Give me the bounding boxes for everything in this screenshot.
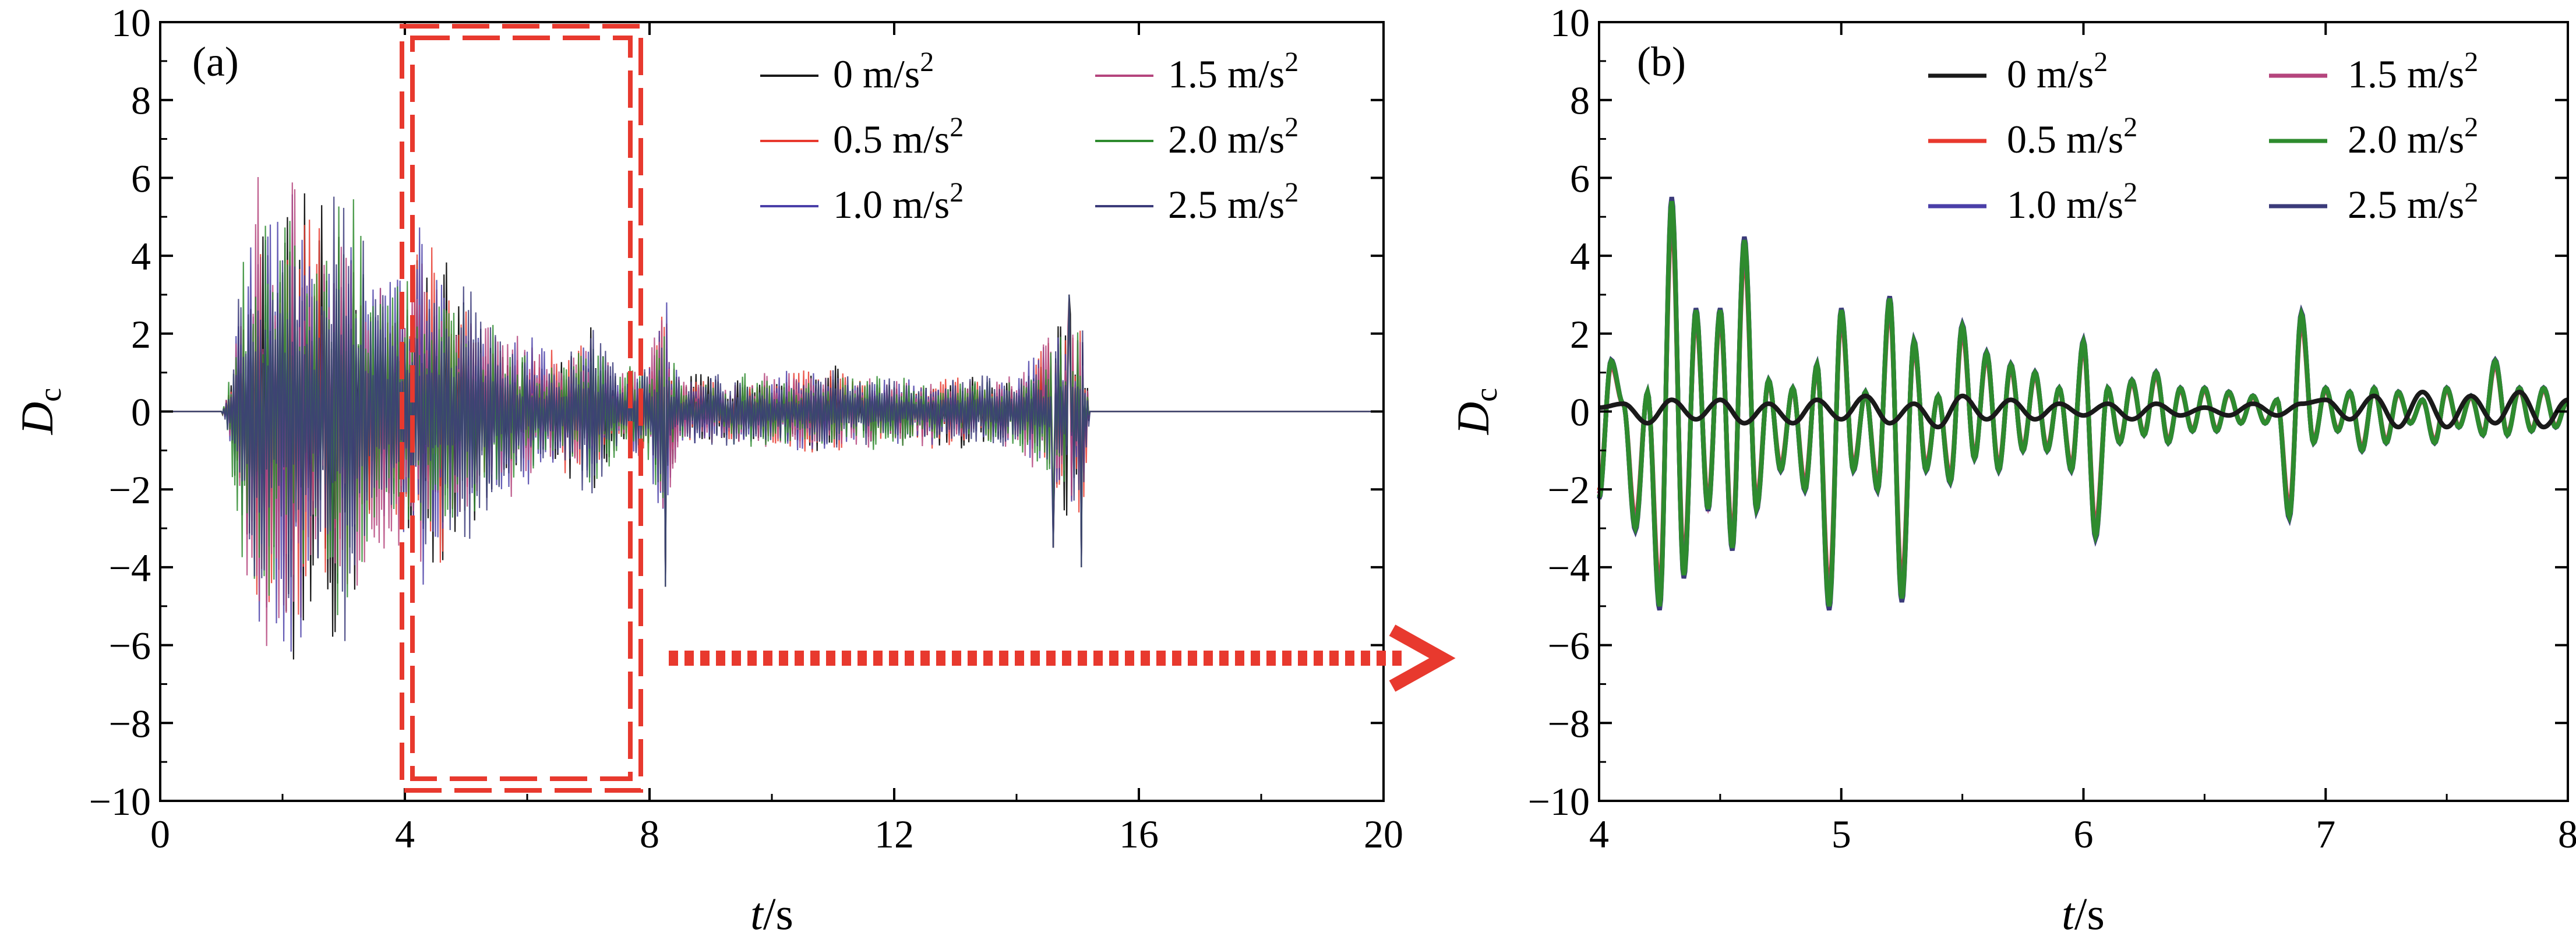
y-axis-label-b: Dc bbox=[1448, 388, 1504, 435]
a-x-tick-label: 16 bbox=[1119, 812, 1159, 856]
a-legend-entry: 1.5 m/s2 bbox=[1168, 47, 1298, 96]
b-series-line-4 bbox=[1597, 200, 2569, 607]
b-y-tick-label: 4 bbox=[1570, 234, 1590, 278]
series-group-a bbox=[160, 176, 1384, 660]
b-legend-sup: 2 bbox=[2464, 112, 2478, 143]
b-legend-entry: 0 m/s2 bbox=[2007, 47, 2108, 96]
a-y-tick-label: −4 bbox=[109, 546, 151, 590]
b-y-tick-label: 2 bbox=[1570, 312, 1590, 356]
a-legend-label: 1.5 m/s bbox=[1168, 52, 1285, 96]
zoom-arrow bbox=[669, 624, 1456, 692]
b-legend-sup: 2 bbox=[2123, 112, 2137, 143]
b-series-line-0 bbox=[1599, 390, 2568, 430]
b-x-tick-label: 5 bbox=[1832, 812, 1851, 856]
a-y-tick-label: 0 bbox=[131, 390, 151, 435]
b-legend-label: 1.0 m/s bbox=[2007, 182, 2123, 227]
tick-group-a: 0 4 8 12 16 20 −10 −8 −6 −4 −2 0 2 4 6 8 10 bbox=[89, 1, 1403, 856]
b-legend-label: 2.5 m/s bbox=[2348, 182, 2464, 227]
b-y-tick-label: −2 bbox=[1548, 468, 1590, 512]
a-legend-label: 2.0 m/s bbox=[1168, 117, 1285, 161]
b-legend-label: 2.0 m/s bbox=[2348, 117, 2464, 161]
a-legend-sup: 2 bbox=[1285, 177, 1298, 208]
b-x-tick-label: 8 bbox=[2558, 812, 2576, 856]
a-legend-sup: 2 bbox=[950, 112, 964, 143]
b-y-tick-label: 6 bbox=[1570, 156, 1590, 200]
a-y-tick-label: −8 bbox=[109, 701, 151, 746]
b-legend-sup: 2 bbox=[2094, 47, 2108, 77]
a-x-tick-label: 4 bbox=[395, 812, 415, 856]
a-y-tick-label: 8 bbox=[131, 79, 151, 123]
y-axis-label-sub-a: c bbox=[33, 388, 68, 402]
a-legend-entry: 2.5 m/s2 bbox=[1168, 177, 1298, 227]
a-legend-label: 0.5 m/s bbox=[833, 117, 950, 161]
a-legend-label: 1.0 m/s bbox=[833, 182, 950, 227]
b-legend-label: 0.5 m/s bbox=[2007, 117, 2123, 161]
b-y-tick-label: 10 bbox=[1550, 1, 1590, 45]
b-y-tick-label: 8 bbox=[1570, 79, 1590, 123]
a-legend-sup: 2 bbox=[1285, 47, 1298, 77]
panel-label-a: (a) bbox=[192, 38, 239, 85]
legend-b: 0 m/s20.5 m/s21.0 m/s21.5 m/s22.0 m/s22.… bbox=[1928, 47, 2478, 227]
b-y-tick-label: −8 bbox=[1548, 701, 1590, 746]
a-legend-sup: 2 bbox=[920, 47, 934, 77]
b-y-tick-label: −6 bbox=[1548, 624, 1590, 668]
b-y-tick-label: 0 bbox=[1570, 390, 1590, 435]
x-axis-label-a: t/s bbox=[750, 888, 793, 936]
y-axis-label-main-b: D bbox=[1448, 402, 1498, 435]
a-x-tick-label: 8 bbox=[640, 812, 659, 856]
y-axis-label-sub-b: c bbox=[1469, 388, 1504, 402]
x-axis-label-unit-a: /s bbox=[763, 888, 793, 936]
chart-panel-b: 4 5 6 7 8 −10 −8 −6 −4 −2 0 2 4 6 8 10 (b) Dc t/s 0 m/s… bbox=[1448, 1, 2576, 936]
a-y-tick-label: −2 bbox=[109, 468, 151, 512]
legend-a: 0 m/s20.5 m/s21.0 m/s21.5 m/s22.0 m/s22.… bbox=[760, 47, 1298, 227]
b-legend-entry: 0.5 m/s2 bbox=[2007, 112, 2137, 161]
a-legend-entry: 0 m/s2 bbox=[833, 47, 934, 96]
b-legend-sup: 2 bbox=[2464, 177, 2478, 208]
b-legend-entry: 1.0 m/s2 bbox=[2007, 177, 2137, 227]
b-legend-entry: 2.5 m/s2 bbox=[2348, 177, 2478, 227]
a-legend-entry: 1.0 m/s2 bbox=[833, 177, 964, 227]
b-y-tick-label: −4 bbox=[1548, 546, 1590, 590]
a-legend-label: 0 m/s bbox=[833, 52, 920, 96]
a-x-tick-label: 12 bbox=[874, 812, 914, 856]
a-y-tick-label: 2 bbox=[131, 312, 151, 356]
a-y-tick-label: 6 bbox=[131, 156, 151, 200]
b-legend-sup: 2 bbox=[2464, 47, 2478, 77]
a-y-tick-label: −10 bbox=[89, 779, 151, 824]
a-y-tick-label: 4 bbox=[131, 234, 151, 278]
b-legend-entry: 1.5 m/s2 bbox=[2348, 47, 2478, 96]
a-legend-entry: 0.5 m/s2 bbox=[833, 112, 964, 161]
b-legend-label: 0 m/s bbox=[2007, 52, 2094, 96]
b-x-tick-label: 4 bbox=[1589, 812, 1609, 856]
panel-label-b: (b) bbox=[1637, 38, 1686, 85]
a-x-tick-label: 0 bbox=[150, 812, 170, 856]
a-y-tick-label: 10 bbox=[111, 1, 151, 45]
zoom-highlight-box bbox=[400, 24, 643, 793]
b-y-tick-label: −10 bbox=[1528, 779, 1590, 824]
x-axis-label-unit-b: /s bbox=[2074, 888, 2105, 936]
a-legend-sup: 2 bbox=[950, 177, 964, 208]
a-legend-sup: 2 bbox=[1285, 112, 1298, 143]
svg-text:Dc: Dc bbox=[12, 388, 68, 435]
b-x-tick-label: 7 bbox=[2316, 812, 2335, 856]
a-legend-label: 2.5 m/s bbox=[1168, 182, 1285, 227]
a-x-tick-label: 20 bbox=[1364, 812, 1403, 856]
b-x-tick-label: 6 bbox=[2074, 812, 2094, 856]
x-axis-label-b: t/s bbox=[2062, 888, 2105, 936]
a-series-line-5 bbox=[160, 196, 1384, 641]
series-group-b bbox=[1597, 196, 2569, 611]
a-legend-entry: 2.0 m/s2 bbox=[1168, 112, 1298, 161]
b-legend-sup: 2 bbox=[2123, 177, 2137, 208]
y-axis-label-a: Dc bbox=[12, 388, 68, 435]
y-axis-label-main-a: D bbox=[12, 402, 62, 435]
x-axis-label-italic-a: t bbox=[750, 888, 764, 936]
x-axis-label-italic-b: t bbox=[2062, 888, 2076, 936]
chart-panel-a: 0 4 8 12 16 20 −10 −8 −6 −4 −2 0 2 4 6 8 10 (a) Dc t/s 0… bbox=[12, 1, 1403, 936]
tick-group-b: 4 5 6 7 8 −10 −8 −6 −4 −2 0 2 4 6 8 10 bbox=[1528, 1, 2576, 856]
b-legend-entry: 2.0 m/s2 bbox=[2348, 112, 2478, 161]
b-legend-label: 1.5 m/s bbox=[2348, 52, 2464, 96]
a-y-tick-label: −6 bbox=[109, 624, 151, 668]
svg-text:Dc: Dc bbox=[1448, 388, 1504, 435]
